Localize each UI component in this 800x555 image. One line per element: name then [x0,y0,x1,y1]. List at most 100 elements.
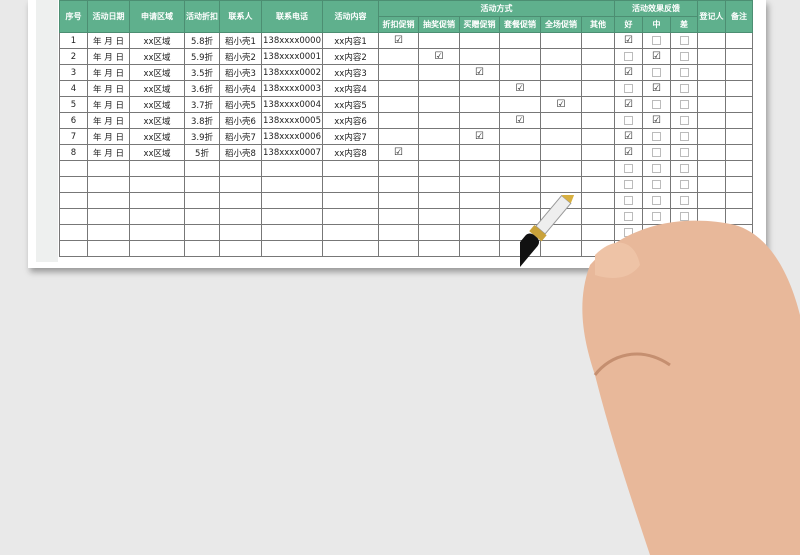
method-cell[interactable]: ☑ [499,112,541,129]
empty-cell[interactable] [219,224,262,241]
method-cell[interactable] [418,128,460,145]
method-cell[interactable] [581,128,615,145]
cell-registrar[interactable] [697,64,726,81]
method-cell[interactable] [459,112,500,129]
cell-phone[interactable]: 138xxxx0007 [261,144,323,161]
checkbox-icon[interactable] [652,131,661,141]
feedback-cell[interactable] [670,96,698,113]
empty-cell[interactable] [87,224,130,241]
checked-box-icon[interactable]: ☑ [624,35,633,46]
cell-contact[interactable]: 稻小壳2 [219,48,262,65]
feedback-cell[interactable] [670,112,698,129]
cell-contact[interactable]: 稻小壳5 [219,96,262,113]
cell-region[interactable]: xx区域 [129,144,185,161]
checkbox-icon[interactable] [679,163,689,173]
checked-box-icon[interactable]: ☑ [394,35,403,46]
checkbox-icon[interactable] [652,163,661,173]
empty-cell[interactable] [129,224,185,241]
feedback-cell[interactable] [642,96,671,113]
cell-seq[interactable]: 2 [59,48,88,65]
empty-cell[interactable] [59,192,88,209]
method-cell[interactable] [418,112,460,129]
method-cell[interactable] [540,80,582,97]
checkbox-icon[interactable] [679,179,689,189]
empty-cell[interactable] [129,160,185,177]
checkbox-icon[interactable] [679,99,689,109]
feedback-cell[interactable] [642,160,671,177]
empty-cell[interactable] [129,208,185,225]
cell-registrar[interactable] [697,48,726,65]
method-cell[interactable] [459,80,500,97]
method-cell[interactable] [378,80,419,97]
empty-cell[interactable] [129,192,185,209]
cell-region[interactable]: xx区域 [129,96,185,113]
method-cell[interactable] [418,144,460,161]
empty-cell[interactable] [378,192,419,209]
cell-date[interactable]: 年 月 日 [87,32,130,49]
empty-cell[interactable] [459,208,500,225]
checked-box-icon[interactable]: ☑ [515,83,525,94]
empty-cell[interactable] [322,176,379,193]
checked-box-icon[interactable]: ☑ [624,67,633,78]
cell-contact[interactable]: 稻小壳4 [219,80,262,97]
method-cell[interactable] [581,80,615,97]
cell-content[interactable]: xx内容5 [322,96,379,113]
checkbox-icon[interactable] [679,67,689,77]
method-cell[interactable] [499,128,541,145]
empty-cell[interactable] [129,176,185,193]
cell-discount[interactable]: 5折 [184,144,220,161]
method-cell[interactable] [499,32,541,49]
method-cell[interactable] [581,64,615,81]
empty-cell[interactable] [261,176,323,193]
cell-phone[interactable]: 138xxxx0005 [261,112,323,129]
method-cell[interactable] [418,64,460,81]
cell-registrar[interactable] [697,96,726,113]
method-cell[interactable]: ☑ [459,128,500,145]
feedback-cell[interactable] [642,32,671,49]
checkbox-icon[interactable] [624,179,633,189]
cell-region[interactable]: xx区域 [129,32,185,49]
method-cell[interactable] [459,96,500,113]
method-cell[interactable] [581,144,615,161]
checkbox-icon[interactable] [652,211,661,221]
checkbox-icon[interactable] [652,179,661,189]
feedback-cell[interactable]: ☑ [642,80,671,97]
cell-region[interactable]: xx区域 [129,80,185,97]
cell-notes[interactable] [725,144,753,161]
cell-date[interactable]: 年 月 日 [87,48,130,65]
cell-phone[interactable]: 138xxxx0004 [261,96,323,113]
empty-cell[interactable] [418,240,460,257]
feedback-cell[interactable] [614,112,643,129]
empty-cell[interactable] [322,192,379,209]
checkbox-icon[interactable] [679,211,689,221]
cell-discount[interactable]: 3.8折 [184,112,220,129]
cell-notes[interactable] [725,80,753,97]
feedback-cell[interactable] [642,144,671,161]
empty-cell[interactable] [322,160,379,177]
feedback-cell[interactable] [670,160,698,177]
checked-box-icon[interactable]: ☑ [624,147,633,158]
method-cell[interactable] [418,96,460,113]
feedback-cell[interactable] [670,32,698,49]
checked-box-icon[interactable]: ☑ [515,115,525,126]
method-cell[interactable]: ☑ [418,48,460,65]
checkbox-icon[interactable] [679,51,689,61]
method-cell[interactable] [499,64,541,81]
checkbox-icon[interactable] [624,51,633,61]
checked-box-icon[interactable]: ☑ [624,99,633,110]
cell-content[interactable]: xx内容2 [322,48,379,65]
cell-contact[interactable]: 稻小壳1 [219,32,262,49]
cell-notes[interactable] [725,128,753,145]
method-cell[interactable] [418,80,460,97]
cell-contact[interactable]: 稻小壳6 [219,112,262,129]
cell-seq[interactable]: 5 [59,96,88,113]
checkbox-icon[interactable] [652,35,661,45]
checkbox-icon[interactable] [624,211,633,221]
empty-cell[interactable] [59,160,88,177]
checked-box-icon[interactable]: ☑ [652,83,661,94]
cell-content[interactable]: xx内容3 [322,64,379,81]
method-cell[interactable] [499,48,541,65]
empty-cell[interactable] [378,160,419,177]
checkbox-icon[interactable] [652,67,661,77]
empty-cell[interactable] [378,224,419,241]
